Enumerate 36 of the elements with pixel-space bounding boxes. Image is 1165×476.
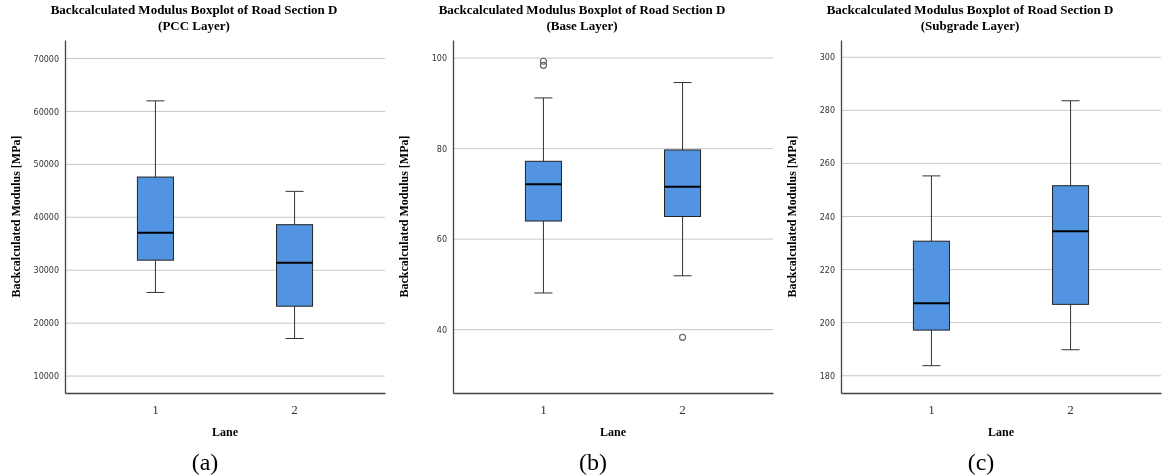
x-tick-label: 2 [291, 402, 298, 418]
chart-title: Backcalculated Modulus Boxplot of Road Section D (PCC Layer) [50, 2, 338, 33]
y-tick-label: 60 [436, 235, 447, 245]
y-tick-label: 180 [819, 371, 835, 381]
x-axis-title: Lane [599, 425, 627, 439]
y-tick-label: 50000 [33, 160, 59, 170]
text: (a) [191, 449, 219, 475]
x-axis-title: Lane [987, 425, 1015, 439]
y-tick-label: 70000 [33, 54, 59, 64]
x-axis-title: Lane [211, 425, 239, 439]
y-tick-label: 40000 [33, 213, 59, 223]
y-axis-title: Backcalculated Modulus [MPa] [785, 135, 799, 298]
y-tick-label: 200 [819, 318, 835, 328]
x-tick-label: 1 [540, 402, 547, 418]
y-tick-label: 20000 [33, 319, 59, 329]
x-tick-label: 1 [928, 402, 935, 418]
y-tick-label: 220 [819, 265, 835, 275]
chart-title: Backcalculated Modulus Boxplot of Road Section D (Subgrade Layer) [826, 2, 1114, 33]
text: (c) [967, 449, 995, 475]
text: (b) [579, 449, 607, 475]
y-tick-label: 80 [436, 144, 447, 154]
x-tick-label: 2 [1067, 402, 1074, 418]
y-tick-label: 280 [819, 106, 835, 116]
y-tick-label: 100 [431, 54, 447, 64]
y-tick-label: 240 [819, 212, 835, 222]
y-tick-label: 260 [819, 159, 835, 169]
x-tick-label: 1 [152, 402, 159, 418]
y-tick-label: 40 [436, 325, 447, 335]
chart-title: Backcalculated Modulus Boxplot of Road Section D (Base Layer) [438, 2, 726, 33]
y-tick-label: 300 [819, 53, 835, 63]
y-tick-label: 10000 [33, 372, 59, 382]
x-tick-label: 2 [679, 402, 686, 418]
y-axis-title: Backcalculated Modulus [MPa] [397, 135, 411, 298]
y-axis-title: Backcalculated Modulus [MPa] [9, 135, 23, 298]
y-tick-label: 30000 [33, 266, 59, 276]
y-tick-label: 60000 [33, 107, 59, 117]
